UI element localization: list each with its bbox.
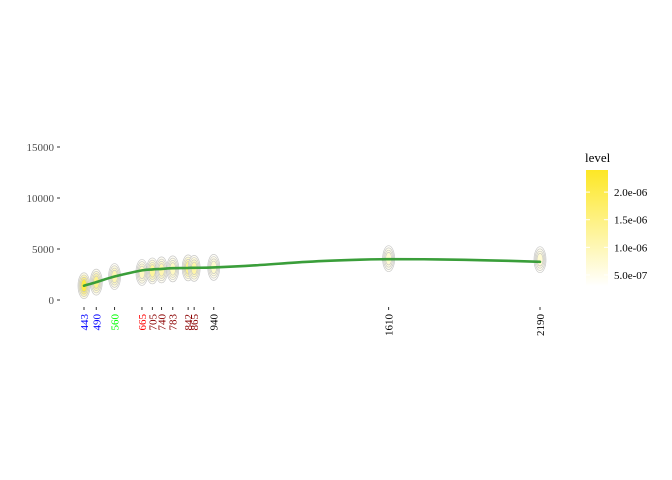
legend-tick-label: 1.5e-06: [614, 215, 648, 227]
plot-area: [77, 245, 547, 300]
density-contour-4: [146, 257, 159, 285]
density-contour-11: [533, 246, 547, 274]
x-tick-label: 490: [91, 314, 103, 331]
legend-tick-label: 1.0e-06: [614, 242, 648, 254]
y-tick-label: 0: [49, 295, 55, 307]
legend-title: level: [585, 150, 611, 165]
y-tick-label: 15000: [27, 142, 55, 154]
x-tick-label: 443: [79, 314, 91, 331]
contour-ring: [149, 264, 156, 278]
x-tick-label: 865: [189, 314, 201, 331]
legend-colorbar: [586, 170, 608, 286]
y-axis: 0 5000 10000 15000: [27, 142, 60, 307]
y-tick-label: 5000: [32, 244, 55, 256]
x-tick-label: 1610: [384, 314, 396, 337]
legend: level 5.0e-07 1.0e-06 1.5e-06 2.0e-06: [585, 150, 648, 286]
legend-tick-label: 2.0e-06: [614, 187, 648, 199]
x-tick-label: 665: [137, 314, 149, 331]
x-tick-label: 2190: [535, 314, 547, 337]
series-line-0: [82, 257, 542, 287]
x-tick-label: 842: [183, 314, 195, 331]
contour-ring: [138, 265, 146, 280]
x-tick-label: 940: [209, 314, 221, 331]
legend-tick-label: 5.0e-07: [614, 270, 648, 282]
x-tick-label: 783: [168, 314, 180, 331]
x-tick-label: 705: [147, 314, 159, 331]
contour-ring: [536, 253, 544, 267]
legend-ticks: 5.0e-07 1.0e-06 1.5e-06 2.0e-06: [586, 187, 648, 282]
x-tick-label: 740: [157, 314, 169, 331]
y-tick-label: 10000: [27, 193, 55, 205]
x-tick-label: 560: [110, 314, 122, 331]
